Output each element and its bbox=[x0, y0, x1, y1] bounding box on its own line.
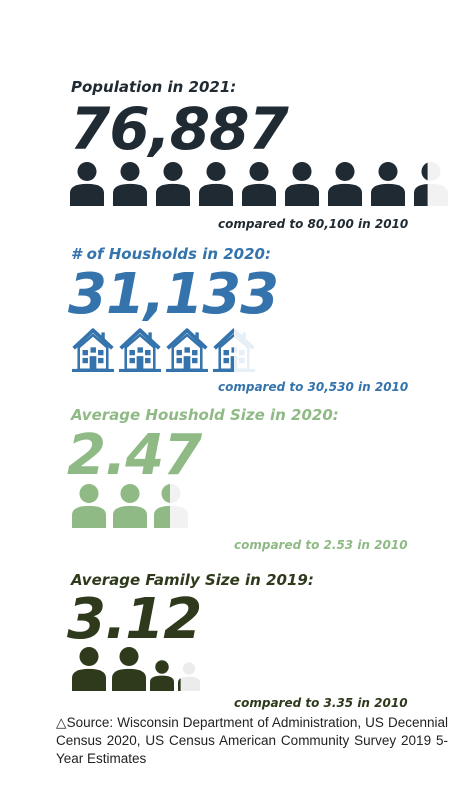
population-value: 76,887 bbox=[70, 95, 289, 163]
family-size-compare: compared to 3.35 in 2010 bbox=[234, 696, 408, 710]
house-icon bbox=[72, 328, 114, 372]
household-size-compare: compared to 2.53 in 2010 bbox=[234, 538, 408, 552]
population-compare: compared to 80,100 in 2010 bbox=[218, 217, 409, 231]
person-icon bbox=[199, 161, 233, 206]
family-size-person-icons bbox=[72, 645, 232, 695]
households-value: 31,133 bbox=[68, 262, 279, 327]
person-icon bbox=[242, 161, 276, 206]
households-compare: compared to 30,530 in 2010 bbox=[218, 380, 409, 394]
person-icon bbox=[414, 161, 448, 206]
household-size-value: 2.47 bbox=[67, 423, 202, 488]
person-icon bbox=[72, 646, 106, 691]
household-size-person-icons bbox=[72, 482, 212, 532]
population-person-icons bbox=[70, 160, 448, 210]
person-icon bbox=[178, 662, 200, 691]
households-label: # of Housholds in 2020: bbox=[71, 245, 271, 263]
person-icon bbox=[112, 646, 146, 691]
household-size-label: Average Houshold Size in 2020: bbox=[71, 406, 339, 424]
person-icon bbox=[113, 161, 147, 206]
person-icon bbox=[113, 483, 147, 528]
family-size-value: 3.12 bbox=[67, 587, 202, 652]
house-icon bbox=[119, 328, 161, 372]
house-icon bbox=[166, 328, 208, 372]
person-icon bbox=[285, 161, 319, 206]
person-icon bbox=[371, 161, 405, 206]
family-size-label: Average Family Size in 2019: bbox=[71, 571, 314, 589]
source-note: △Source: Wisconsin Department of Adminis… bbox=[56, 715, 448, 766]
households-house-icons bbox=[72, 328, 272, 378]
person-icon bbox=[154, 483, 188, 528]
person-icon bbox=[70, 161, 104, 206]
person-icon bbox=[72, 483, 106, 528]
person-icon bbox=[156, 161, 190, 206]
population-label: Population in 2021: bbox=[71, 78, 237, 96]
house-icon bbox=[213, 328, 255, 372]
person-icon bbox=[328, 161, 362, 206]
person-icon bbox=[150, 660, 174, 691]
